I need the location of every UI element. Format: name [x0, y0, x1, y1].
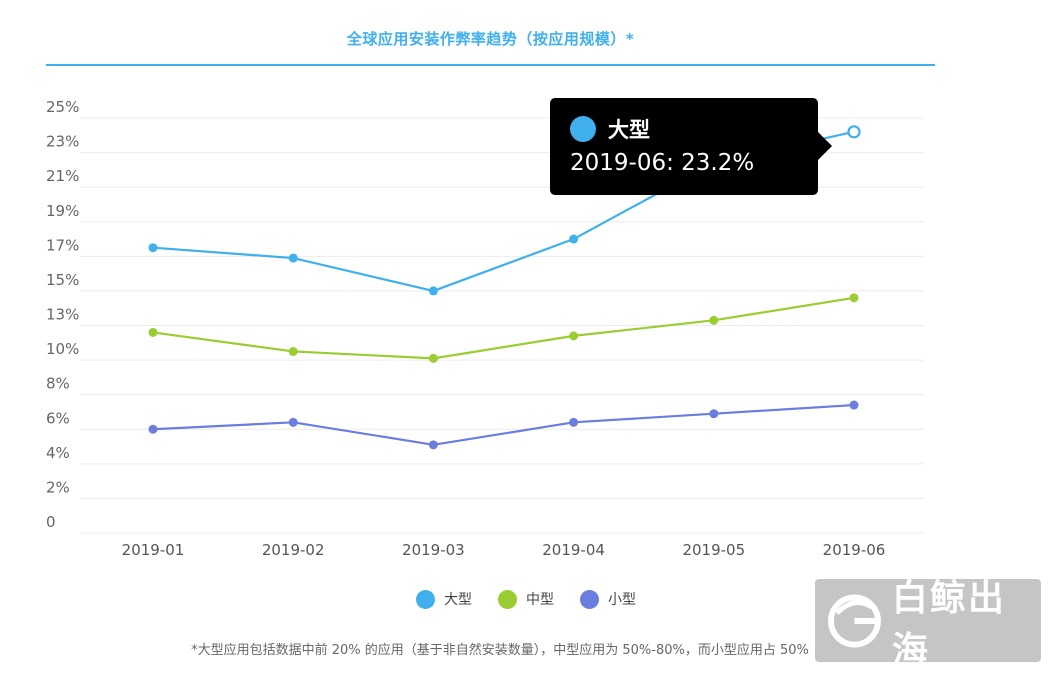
data-point[interactable] [569, 417, 579, 427]
tooltip: 大型 2019-06: 23.2% [550, 98, 832, 195]
x-tick-label: 2019-05 [682, 541, 745, 559]
y-tick-label: 15% [46, 271, 79, 289]
x-tick-label: 2019-02 [262, 541, 325, 559]
data-point[interactable] [709, 409, 719, 419]
y-tick-label: 8% [46, 375, 70, 393]
data-point[interactable] [847, 125, 861, 139]
data-point[interactable] [849, 293, 859, 303]
data-point[interactable] [148, 327, 158, 337]
series-line [152, 403, 855, 446]
series-小型 [148, 400, 859, 450]
x-tick-label: 2019-06 [823, 541, 886, 559]
watermark: 白鲸出海 [815, 578, 1041, 671]
y-tick-label: 23% [46, 133, 79, 151]
tooltip-value: 2019-06: 23.2% [570, 150, 755, 176]
legend-label: 中型 [526, 592, 554, 608]
data-point[interactable] [428, 286, 438, 296]
legend-item[interactable]: 中型 [498, 589, 554, 609]
data-point[interactable] [288, 346, 298, 356]
data-point[interactable] [849, 400, 859, 410]
y-axis-ticks: 0 2% 4% 6% 8% 10% 13% 15% 17% 19% 21% 23% 25% [46, 98, 79, 531]
legend-dot [580, 589, 599, 609]
y-tick-label: 2% [46, 478, 70, 496]
y-tick-label: 21% [46, 167, 79, 185]
legend-item[interactable]: 小型 [580, 589, 636, 609]
legend-label: 大型 [444, 592, 472, 608]
series-line [152, 296, 855, 360]
legend-item[interactable]: 大型 [416, 589, 472, 609]
series-中型 [148, 293, 859, 363]
legend-dot [416, 589, 435, 609]
watermark-text: 白鲸出海 [891, 577, 1006, 671]
legend-label: 小型 [608, 592, 636, 608]
data-point[interactable] [148, 243, 158, 253]
data-point[interactable] [148, 424, 158, 434]
y-tick-label: 4% [46, 444, 70, 462]
x-axis-ticks: 2019-01 2019-02 2019-03 2019-04 2019-05 2019-… [122, 541, 886, 559]
data-point[interactable] [428, 440, 438, 450]
tooltip-series-name: 大型 [608, 118, 650, 142]
y-tick-label: 19% [46, 202, 79, 220]
footnote: *大型应用包括数据中前 20% 的应用（基于非自然安装数量），中型应用为 50%… [191, 643, 809, 658]
y-tick-label: 17% [46, 236, 79, 254]
data-point[interactable] [288, 417, 298, 427]
data-point[interactable] [428, 353, 438, 363]
data-point[interactable] [709, 315, 719, 325]
y-tick-label: 6% [46, 409, 70, 427]
y-tick-label: 13% [46, 306, 79, 324]
x-tick-label: 2019-03 [402, 541, 465, 559]
y-tick-label: 10% [46, 340, 79, 358]
title-divider [46, 64, 935, 66]
tooltip-series-dot [570, 116, 596, 142]
legend: 大型 中型 小型 [0, 589, 1052, 609]
x-tick-label: 2019-04 [542, 541, 605, 559]
y-tick-label: 25% [46, 98, 79, 116]
data-point[interactable] [569, 331, 579, 341]
data-point[interactable] [288, 253, 298, 263]
whale-g-logo-icon [827, 594, 881, 647]
y-tick-label: 0 [46, 513, 56, 531]
x-tick-label: 2019-01 [122, 541, 185, 559]
data-point[interactable] [569, 234, 579, 244]
chart-title: 全球应用安装作弊率趋势（按应用规模）* [346, 30, 635, 48]
legend-dot [498, 589, 517, 609]
